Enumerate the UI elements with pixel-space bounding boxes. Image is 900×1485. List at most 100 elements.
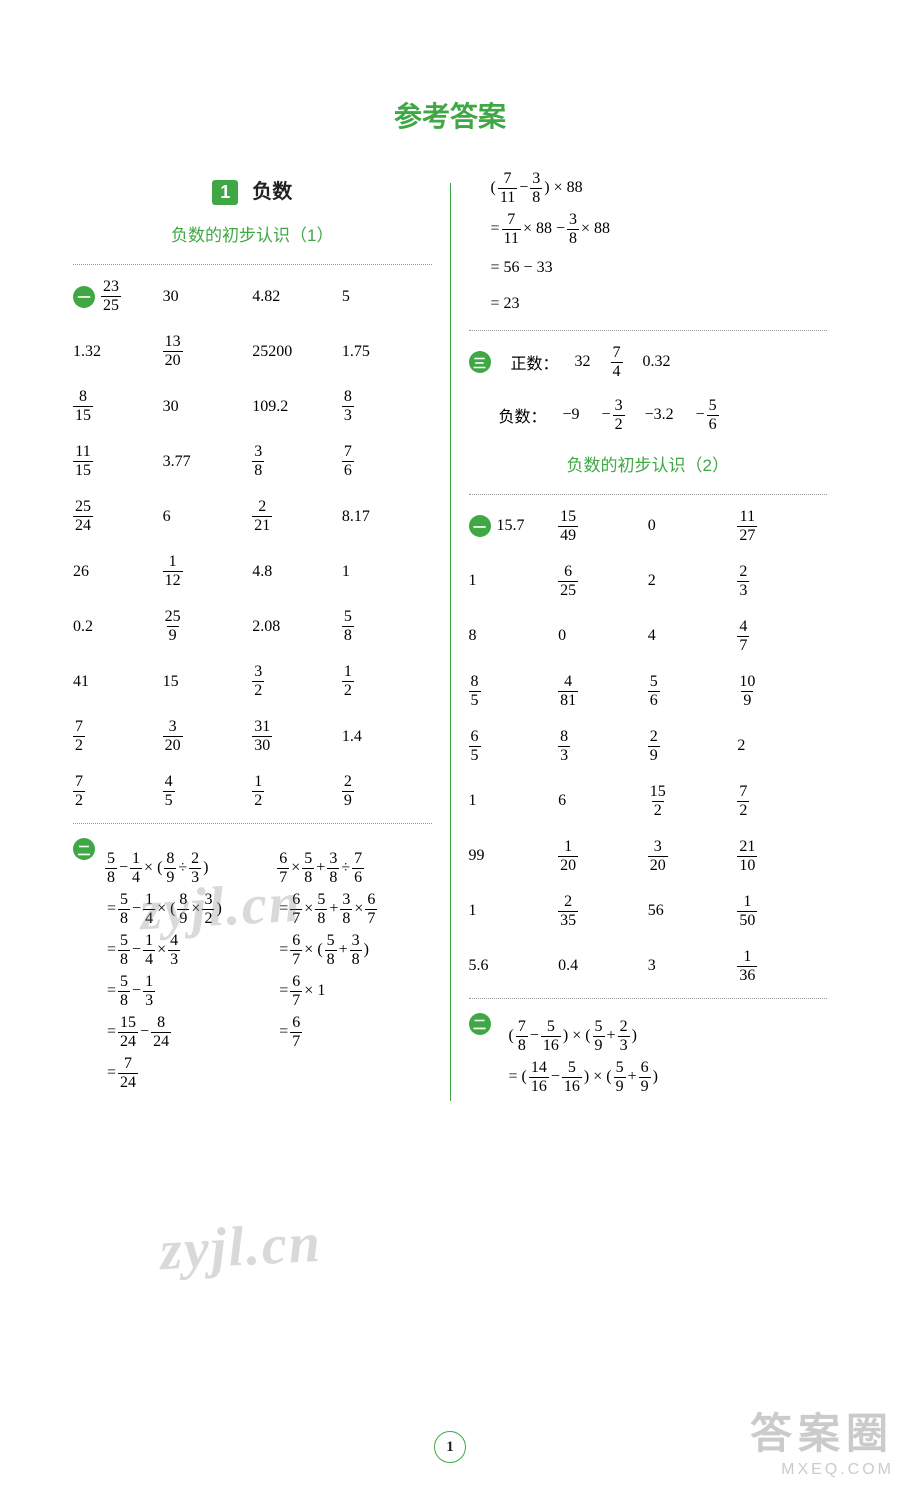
grid-cell: 1	[469, 894, 559, 929]
grid-cell: 320	[163, 719, 253, 754]
grid-cell: 136	[737, 949, 827, 984]
equation-line: (78−516)×(59+23)	[507, 1019, 660, 1054]
question-badge-2: 二	[469, 1013, 491, 1035]
grid-cell: 109.2	[252, 389, 342, 424]
grid-cell: 3.77	[163, 444, 253, 479]
page-number: 1	[434, 1431, 466, 1463]
equation-line: 58−14×(89÷23)	[105, 844, 259, 886]
equation-line: =58−14×(89×32)	[105, 892, 259, 927]
grid-cell: 30	[163, 279, 253, 314]
divider-line	[73, 264, 432, 265]
grid-cell: 一2325	[73, 279, 163, 314]
grid-cell: 26	[73, 554, 163, 589]
equation-line: =711×88−38×88	[489, 212, 828, 247]
grid-cell: 85	[469, 674, 559, 709]
answer-grid-2: 一15.715490112716252238044785481561096583…	[469, 509, 828, 984]
grid-cell: 一15.7	[469, 509, 559, 544]
grid-cell: 56	[648, 894, 738, 929]
grid-cell: 0	[648, 509, 738, 544]
grid-cell: 12	[342, 664, 432, 699]
grid-cell: 56	[648, 674, 738, 709]
positive-label: 正数：	[511, 350, 559, 374]
question-badge-3: 三	[469, 351, 491, 373]
grid-cell: 0.2	[73, 609, 163, 644]
grid-cell: 1.75	[342, 334, 432, 369]
equation-line: =724	[105, 1056, 259, 1091]
question-2b-block: 二 (78−516)×(59+23) =(1416−516)×(59+69)	[469, 1013, 828, 1101]
grid-cell: 41	[73, 664, 163, 699]
section-2-title: 负数的初步认识（2）	[469, 451, 828, 476]
grid-cell: 3130	[252, 719, 342, 754]
grid-cell: 0.4	[558, 949, 648, 984]
grid-cell: 76	[342, 444, 432, 479]
grid-cell: 32	[252, 664, 342, 699]
grid-cell: 4.8	[252, 554, 342, 589]
grid-cell: 3	[648, 949, 738, 984]
grid-cell: 235	[558, 894, 648, 929]
grid-cell: 65	[469, 729, 559, 764]
grid-cell: 12	[252, 774, 342, 809]
grid-cell: 109	[737, 674, 827, 709]
equation-line: =(1416−516)×(59+69)	[507, 1060, 660, 1095]
grid-cell: 815	[73, 389, 163, 424]
grid-cell: 1.32	[73, 334, 163, 369]
grid-cell: 99	[469, 839, 559, 874]
grid-cell: 1549	[558, 509, 648, 544]
grid-cell: 72	[737, 784, 827, 819]
grid-cell: 1	[469, 564, 559, 599]
value: −9	[561, 406, 582, 424]
question-2-block: 二 58−14×(89÷23)=58−14×(89×32)=58−14×43=5…	[73, 838, 432, 1097]
equation-line: =67×(58+38)	[277, 933, 431, 968]
watermark-text: zyjl.cn	[158, 1211, 323, 1283]
divider-line	[469, 330, 828, 331]
corner-watermark-small: MXEQ.COM	[750, 1461, 894, 1479]
equation-line: =58−13	[105, 974, 259, 1009]
equation-B: (711−38)×88=711×88−38×88=56−33=23	[469, 171, 828, 320]
content: 1 负数 负数的初步认识（1） 一2325304.8251.3213202520…	[0, 165, 900, 1101]
grid-cell: 320	[648, 839, 738, 874]
grid-cell: 150	[737, 894, 827, 929]
grid-cell: 25200	[252, 334, 342, 369]
grid-cell: 152	[648, 784, 738, 819]
grid-cell: 8	[469, 619, 559, 654]
grid-cell: 6	[558, 784, 648, 819]
equation-line: =1524−824	[105, 1015, 259, 1050]
grid-cell: 1	[469, 784, 559, 819]
equation-line: =67	[277, 1015, 431, 1050]
grid-cell: 58	[342, 609, 432, 644]
value: −56	[694, 398, 719, 433]
grid-cell: 2	[737, 729, 827, 764]
grid-cell: 15	[163, 664, 253, 699]
value: −3.2	[643, 406, 676, 424]
grid-cell: 30	[163, 389, 253, 424]
grid-cell: 29	[648, 729, 738, 764]
grid-cell: 1320	[163, 334, 253, 369]
grid-cell: 481	[558, 674, 648, 709]
negative-list: −9 −32 −3.2 −56	[561, 398, 719, 433]
grid-cell: 1.4	[342, 719, 432, 754]
grid-cell: 5.6	[469, 949, 559, 984]
grid-cell: 45	[163, 774, 253, 809]
grid-cell: 47	[737, 619, 827, 654]
grid-cell: 1127	[737, 509, 827, 544]
equation-line: =58−14×43	[105, 933, 259, 968]
value: 32	[573, 353, 593, 371]
grid-cell: 0	[558, 619, 648, 654]
positive-list: 32740.32	[573, 345, 673, 380]
equation-A-right: 67×58+38÷76=67×58+38×67=67×(58+38)=67×1=…	[277, 838, 431, 1097]
value: −32	[600, 398, 625, 433]
grid-cell: 625	[558, 564, 648, 599]
value: 0.32	[641, 353, 673, 371]
corner-watermark-big: 答案圈	[750, 1400, 894, 1461]
chapter-title: 负数	[252, 181, 292, 203]
grid-cell: 6	[163, 499, 253, 534]
grid-cell: 112	[163, 554, 253, 589]
equation-line: =56−33	[489, 253, 828, 283]
grid-cell: 38	[252, 444, 342, 479]
grid-cell: 8.17	[342, 499, 432, 534]
page-title: 参考答案	[0, 95, 900, 135]
grid-cell: 4.82	[252, 279, 342, 314]
equation-line: (711−38)×88	[489, 171, 828, 206]
equation-line: =67×1	[277, 974, 431, 1009]
grid-cell: 2110	[737, 839, 827, 874]
